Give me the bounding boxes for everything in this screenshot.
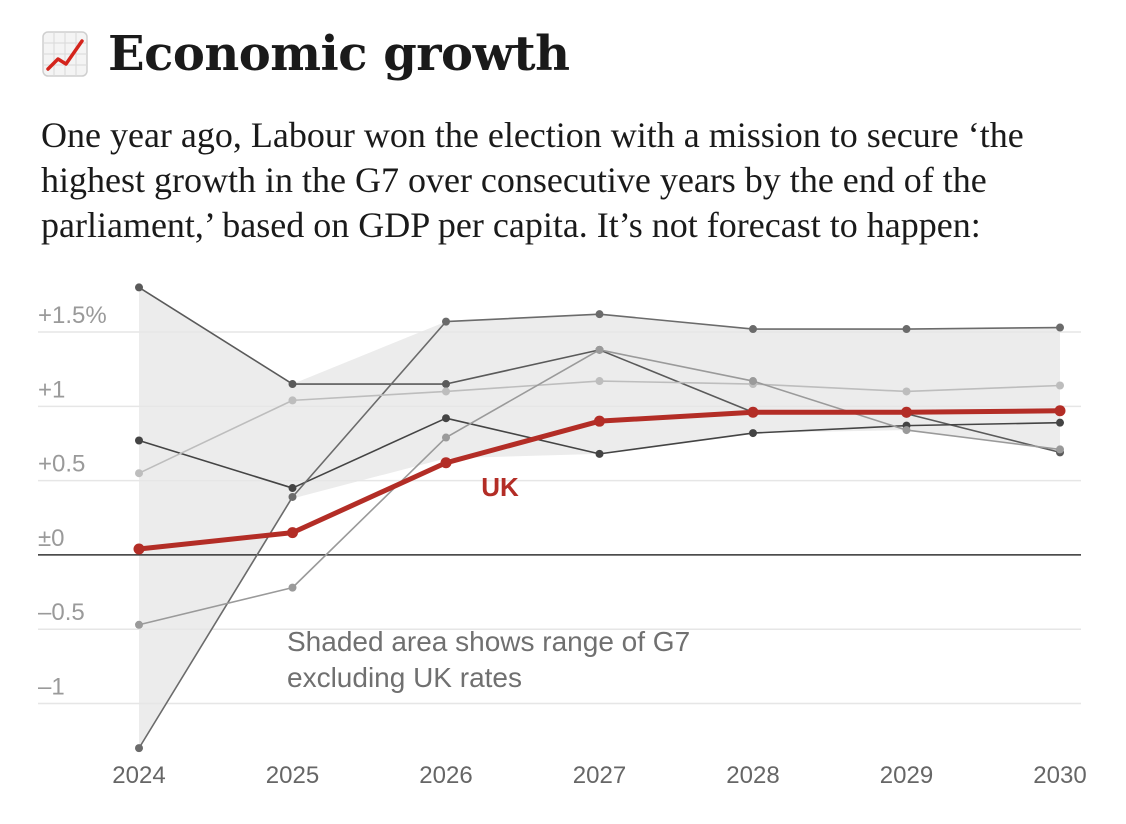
g7-data-point (903, 426, 911, 434)
uk-data-point (748, 407, 759, 418)
g7-data-point (903, 387, 911, 395)
y-tick-label: ±0 (38, 525, 65, 552)
g7-range-band (139, 287, 1060, 748)
g7-data-point (442, 434, 450, 442)
g7-data-point (289, 396, 297, 404)
g7-data-point (289, 380, 297, 388)
range-note: Shaded area shows range of G7 excluding U… (287, 626, 690, 693)
y-tick-label: +1 (38, 376, 65, 403)
g7-data-point (442, 380, 450, 388)
y-tick-label: –1 (38, 674, 65, 701)
uk-data-point (594, 416, 605, 427)
x-tick-label: 2024 (112, 762, 165, 789)
uk-series-label: UK (481, 472, 519, 502)
g7-data-point (442, 318, 450, 326)
y-tick-label: +0.5 (38, 451, 85, 478)
uk-data-point (441, 457, 452, 468)
x-tick-label: 2027 (573, 762, 626, 789)
g7-data-point (289, 484, 297, 492)
g7-data-point (135, 621, 143, 629)
g7-data-point (1056, 382, 1064, 390)
uk-data-point (287, 527, 298, 538)
x-tick-label: 2028 (726, 762, 779, 789)
page-title: Economic growth (108, 26, 569, 82)
y-tick-label: +1.5% (38, 302, 107, 329)
g7-data-point (135, 744, 143, 752)
g7-data-point (289, 493, 297, 501)
growth-line-chart: +1.5% +1 +0.5 ±0 –0.5 –1 2024 2025 2026 2027 2028 2… (0, 260, 1126, 824)
g7-data-point (596, 450, 604, 458)
g7-data-point (442, 387, 450, 395)
uk-data-point (901, 407, 912, 418)
g7-data-point (596, 377, 604, 385)
g7-data-point (289, 584, 297, 592)
x-tick-label: 2025 (266, 762, 319, 789)
header: Economic growth (42, 26, 569, 82)
y-tick-label: –0.5 (38, 599, 85, 626)
g7-data-point (749, 377, 757, 385)
g7-data-point (596, 310, 604, 318)
g7-data-point (1056, 445, 1064, 453)
g7-data-point (135, 283, 143, 291)
g7-data-point (596, 346, 604, 354)
uk-data-point (1055, 405, 1066, 416)
g7-data-point (442, 414, 450, 422)
uk-data-point (134, 543, 145, 554)
g7-data-point (1056, 324, 1064, 332)
g7-data-point (1056, 419, 1064, 427)
x-tick-label: 2030 (1033, 762, 1086, 789)
x-tick-label: 2029 (880, 762, 933, 789)
g7-data-point (903, 325, 911, 333)
g7-data-point (135, 469, 143, 477)
intro-text: One year ago, Labour won the election wi… (41, 113, 1091, 248)
g7-data-point (749, 429, 757, 437)
chart-increasing-icon (42, 31, 88, 77)
g7-data-point (135, 436, 143, 444)
x-tick-label: 2026 (419, 762, 472, 789)
g7-data-point (749, 325, 757, 333)
